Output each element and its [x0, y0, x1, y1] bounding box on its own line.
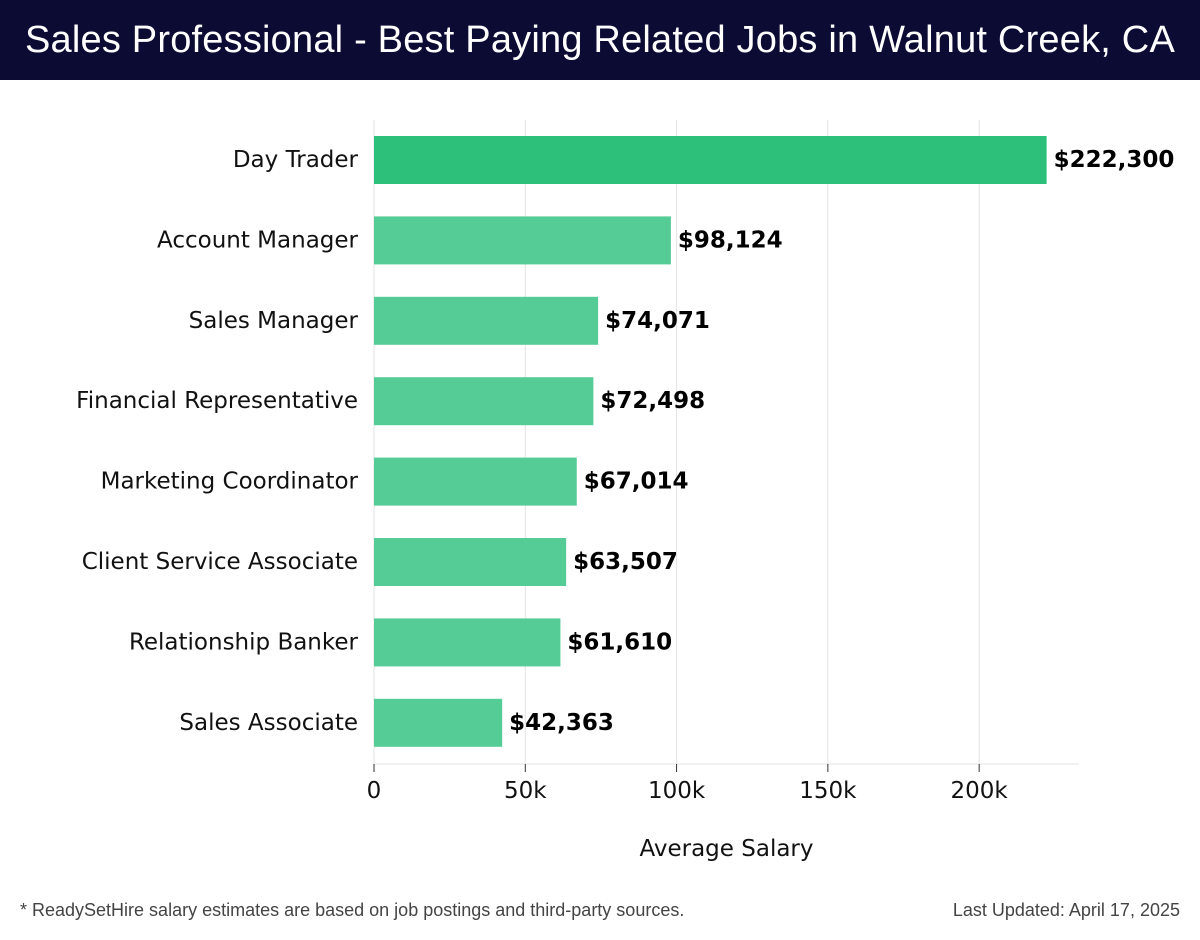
bar	[374, 538, 567, 586]
bar	[374, 457, 577, 506]
value-label: $74,071	[605, 308, 710, 334]
value-label: $63,507	[573, 549, 678, 575]
x-tick-label: 100k	[648, 778, 706, 804]
value-label: $67,014	[584, 469, 689, 495]
category-label: Day Trader	[233, 147, 359, 173]
category-label: Sales Associate	[179, 710, 358, 736]
last-updated: Last Updated: April 17, 2025	[952, 900, 1180, 920]
bar	[374, 136, 1047, 184]
value-label: $72,498	[600, 388, 705, 414]
page-title: Sales Professional - Best Paying Related…	[24, 18, 1175, 61]
x-tick-label: 50k	[504, 778, 547, 804]
category-label: Relationship Banker	[129, 629, 359, 655]
value-label: $98,124	[678, 227, 783, 253]
category-label: Marketing Coordinator	[101, 469, 359, 495]
value-label: $222,300	[1054, 147, 1175, 173]
category-label: Account Manager	[157, 227, 359, 253]
category-label: Financial Representative	[76, 388, 358, 414]
x-tick-label: 200k	[951, 778, 1009, 804]
bar	[374, 216, 671, 265]
header-bar: Sales Professional - Best Paying Related…	[0, 0, 1200, 80]
x-tick-label: 150k	[799, 778, 857, 804]
value-label: $61,610	[567, 629, 672, 655]
salary-bar-chart: Day Trader $222,300 Account Manager $98,124…	[76, 120, 1175, 862]
bar	[374, 698, 503, 747]
footer-note: * ReadySetHire salary estimates are base…	[20, 900, 685, 920]
category-label: Client Service Associate	[82, 549, 358, 575]
category-label: Sales Manager	[189, 308, 359, 334]
bar	[374, 618, 561, 667]
x-tick-label: 0	[367, 778, 382, 804]
value-label: $42,363	[509, 710, 614, 736]
bar	[374, 296, 599, 345]
bar	[374, 377, 594, 426]
x-axis-title: Average Salary	[639, 836, 813, 862]
